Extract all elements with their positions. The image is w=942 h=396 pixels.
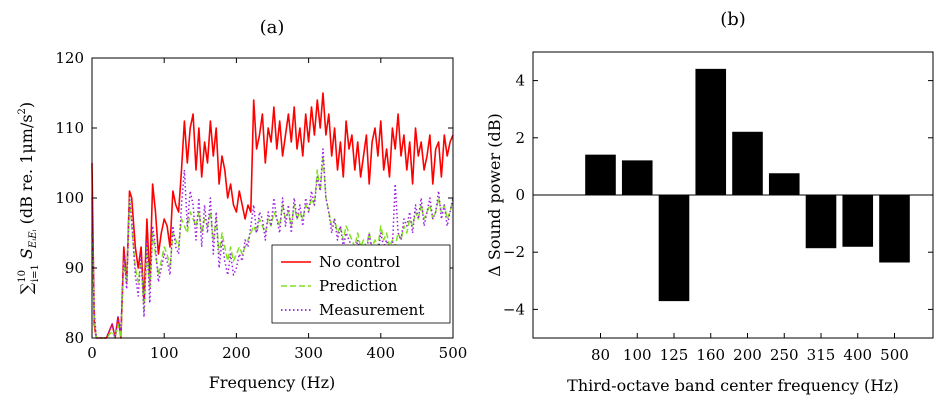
bar-80 [585, 154, 616, 196]
ylabel-sum: ∑ [17, 282, 36, 294]
bar-200 [732, 131, 763, 196]
x-tick-label: 400 [366, 344, 395, 362]
series-line-prediction [91, 155, 454, 339]
y-tick-label: 4 [515, 72, 525, 90]
ylabel-rest: (dB re. 1μm/s [17, 114, 36, 229]
legend-label-no-control: No control [319, 253, 400, 271]
ylabel-symbol: S [17, 248, 36, 259]
chart-b-title: (b) [720, 9, 746, 30]
x-tick-label: 500 [880, 346, 909, 364]
bar-250 [768, 173, 800, 196]
chart-b-ticks: 80 100 125 160 200 250 315 400 500 −4 −2 0 2 4 [503, 72, 933, 364]
x-tick-label: 160 [696, 346, 725, 364]
ylabel-sub: EᵢEᵢ [28, 229, 39, 249]
series-line-measurement [91, 148, 454, 339]
y-tick-label: 90 [65, 259, 84, 277]
ylabel-lim-bottom: i=1 [30, 264, 41, 282]
chart-a-ylabel: ∑10 i=1 SEᵢEᵢ (dB re. 1μm/s2) [17, 102, 41, 294]
chart-a-xlabel: Frequency (Hz) [209, 373, 336, 392]
y-tick-label: 100 [55, 189, 84, 207]
ylabel-sup: 2 [17, 108, 28, 114]
y-tick-label: 110 [55, 119, 84, 137]
x-tick-label: 100 [150, 344, 179, 362]
chart-a-title: (a) [260, 17, 285, 38]
chart-b-ylabel: Δ Sound power (dB) [485, 113, 504, 276]
bar-100 [621, 160, 653, 196]
y-tick-label: −4 [503, 300, 525, 318]
legend-label-measurement: Measurement [319, 301, 424, 319]
y-tick-label: 0 [515, 186, 525, 204]
chart-a-ticks: 0 100 200 300 400 500 80 90 100 110 120 [55, 49, 467, 362]
x-tick-label: 250 [770, 346, 799, 364]
chart-a-series-group [91, 92, 454, 339]
chart-b-bars-group [585, 68, 910, 302]
y-tick-label: 2 [515, 129, 525, 147]
chart-b-xlabel: Third-octave band center frequency (Hz) [567, 376, 899, 395]
x-tick-label: 200 [733, 346, 762, 364]
ylabel-close: ) [17, 102, 36, 108]
chart-a-legend: No control Prediction Measurement [271, 244, 451, 324]
x-tick-label: 300 [294, 344, 323, 362]
bar-315 [805, 194, 837, 249]
x-tick-label: 400 [843, 346, 872, 364]
x-tick-label: 315 [807, 346, 836, 364]
x-tick-label: 125 [660, 346, 689, 364]
x-tick-label: 500 [439, 344, 468, 362]
legend-label-prediction: Prediction [319, 277, 398, 295]
x-tick-label: 0 [87, 344, 97, 362]
chart-a: (a) 0 100 200 300 400 500 80 90 100 110 120 Freque… [17, 17, 467, 392]
bar-400 [842, 194, 874, 247]
y-tick-label: −2 [503, 243, 525, 261]
ylabel-lim-top: 10 [17, 270, 28, 283]
y-tick-label: 120 [55, 49, 84, 67]
series-line-no-control [91, 92, 454, 339]
x-tick-label: 80 [591, 346, 610, 364]
bar-160 [695, 68, 727, 196]
bar-500 [879, 194, 910, 263]
y-tick-label: 80 [65, 329, 84, 347]
chart-b: (b) 80 100 125 160 200 250 315 400 500 −4 −2 0 2 4 Th… [485, 9, 934, 395]
bar-125 [658, 194, 690, 302]
x-tick-label: 100 [623, 346, 652, 364]
x-tick-label: 200 [222, 344, 251, 362]
